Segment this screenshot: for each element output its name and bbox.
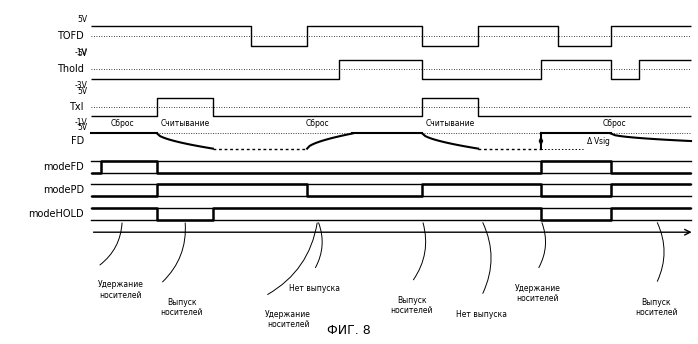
Text: modeHOLD: modeHOLD: [28, 209, 84, 219]
Text: 5V: 5V: [77, 87, 87, 96]
Text: Считывание: Считывание: [161, 119, 209, 128]
Text: -1V: -1V: [75, 48, 87, 57]
Text: $\Delta$ Vsig: $\Delta$ Vsig: [586, 135, 611, 148]
Text: Удержание
носителей: Удержание носителей: [98, 280, 144, 300]
Text: Выпуск
носителей: Выпуск носителей: [391, 296, 433, 315]
Text: Удержание
носителей: Удержание носителей: [514, 284, 560, 303]
Text: Thold: Thold: [57, 64, 84, 74]
Text: Нет выпуска: Нет выпуска: [456, 310, 507, 319]
Text: modeFD: modeFD: [43, 162, 84, 172]
Text: -1V: -1V: [75, 118, 87, 127]
Text: modePD: modePD: [43, 185, 84, 195]
Text: Нет выпуска: Нет выпуска: [288, 284, 340, 293]
Text: Выпуск
носителей: Выпуск носителей: [635, 298, 677, 317]
Text: Сброс: Сброс: [602, 119, 626, 128]
Text: 5V: 5V: [77, 15, 87, 24]
Text: Выпуск
носителей: Выпуск носителей: [161, 298, 203, 317]
Text: 5V: 5V: [77, 123, 87, 132]
Text: 5V: 5V: [77, 50, 87, 58]
Text: FD: FD: [70, 136, 84, 146]
Text: ФИГ. 8: ФИГ. 8: [327, 324, 371, 337]
Text: Удержание
носителей: Удержание носителей: [265, 310, 311, 329]
Text: -3V: -3V: [75, 81, 87, 90]
Text: TxI: TxI: [69, 101, 84, 112]
Text: Считывание: Считывание: [426, 119, 475, 128]
Text: Сброс: Сброс: [110, 119, 134, 128]
Text: Сброс: Сброс: [306, 119, 329, 128]
Text: TOFD: TOFD: [57, 31, 84, 41]
